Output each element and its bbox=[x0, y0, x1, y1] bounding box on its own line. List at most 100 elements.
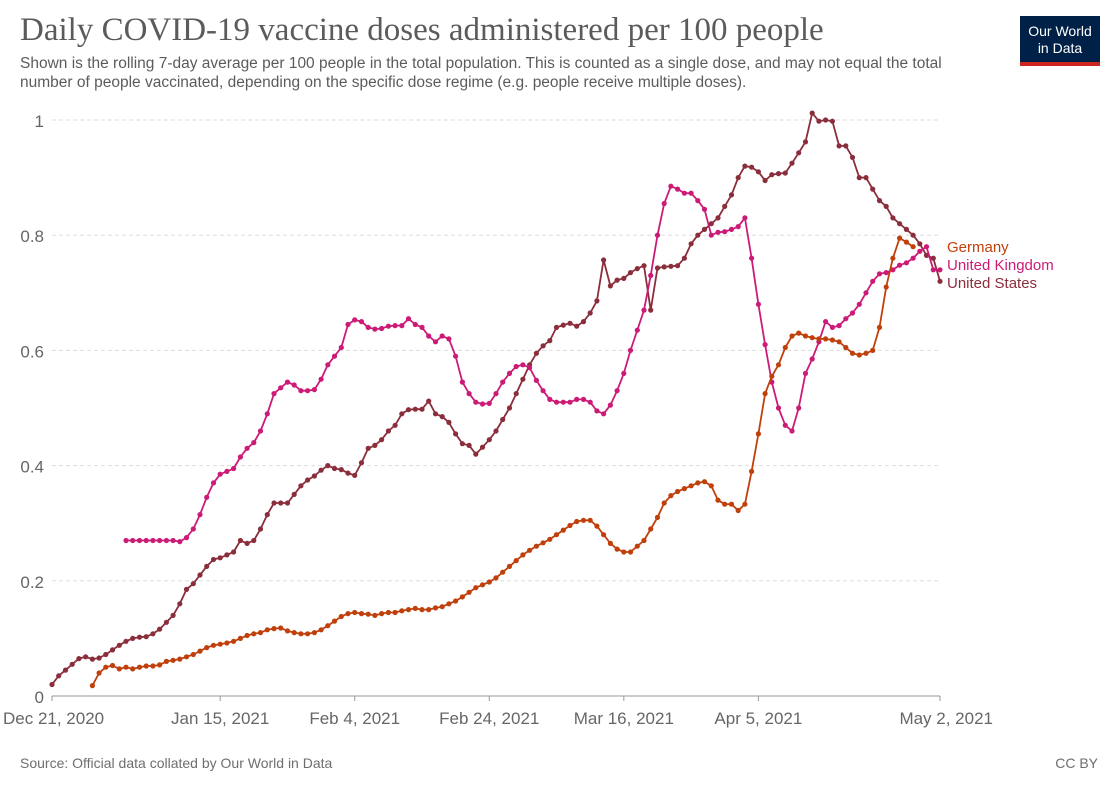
owid-logo[interactable]: Our World in Data bbox=[1020, 16, 1100, 66]
data-point-united-states bbox=[587, 310, 593, 316]
data-point-germany bbox=[695, 480, 701, 486]
data-point-united-kingdom bbox=[405, 316, 412, 322]
data-point-united-kingdom bbox=[311, 387, 317, 393]
data-point-united-states bbox=[318, 467, 324, 473]
data-point-united-states bbox=[190, 581, 196, 587]
data-point-germany bbox=[823, 336, 829, 342]
data-point-united-states bbox=[668, 263, 674, 269]
license-label[interactable]: CC BY bbox=[1055, 755, 1098, 771]
source-note: Source: Official data collated by Our Wo… bbox=[20, 755, 333, 771]
data-point-united-states bbox=[278, 500, 284, 506]
data-point-united-states bbox=[883, 203, 889, 209]
data-point-united-states bbox=[513, 391, 519, 397]
data-point-united-kingdom bbox=[163, 537, 169, 544]
data-point-germany bbox=[910, 244, 916, 250]
data-point-germany bbox=[863, 350, 869, 356]
data-point-germany bbox=[654, 514, 661, 521]
data-point-united-states bbox=[870, 186, 876, 192]
data-point-united-states bbox=[123, 638, 129, 644]
data-point-united-states bbox=[735, 175, 741, 181]
data-point-united-states bbox=[574, 323, 580, 329]
data-point-united-kingdom bbox=[244, 445, 250, 451]
data-point-united-states bbox=[163, 619, 169, 625]
data-point-united-states bbox=[143, 634, 149, 640]
data-point-united-kingdom bbox=[446, 336, 452, 342]
x-tick-label: Jan 15, 2021 bbox=[171, 709, 269, 728]
data-point-united-kingdom bbox=[264, 411, 270, 417]
x-tick-label: Feb 4, 2021 bbox=[309, 709, 400, 728]
data-point-united-states bbox=[688, 241, 694, 247]
data-point-united-kingdom bbox=[432, 339, 439, 345]
data-point-united-kingdom bbox=[379, 325, 385, 332]
y-tick-label: 0.6 bbox=[20, 342, 44, 361]
series-line-united-states bbox=[51, 112, 941, 686]
data-point-germany bbox=[897, 235, 903, 241]
data-point-germany bbox=[89, 683, 95, 689]
data-point-germany bbox=[809, 335, 815, 341]
data-point-united-kingdom bbox=[237, 454, 243, 460]
data-point-germany bbox=[607, 540, 614, 547]
data-point-united-states bbox=[775, 171, 782, 177]
data-point-united-kingdom bbox=[197, 511, 203, 518]
data-point-united-kingdom bbox=[217, 471, 223, 477]
data-point-germany bbox=[802, 333, 809, 339]
data-point-united-states bbox=[661, 264, 667, 270]
data-point-united-states bbox=[271, 500, 277, 506]
data-point-united-kingdom bbox=[365, 324, 371, 330]
data-point-germany bbox=[352, 609, 358, 616]
data-point-united-states bbox=[237, 537, 243, 544]
data-point-germany bbox=[789, 333, 795, 339]
data-point-germany bbox=[843, 344, 849, 351]
data-point-united-states bbox=[816, 118, 822, 124]
data-point-united-states bbox=[412, 406, 418, 412]
data-point-germany bbox=[204, 645, 210, 651]
data-point-united-kingdom bbox=[426, 333, 432, 339]
data-point-united-states bbox=[742, 163, 748, 169]
data-point-united-kingdom bbox=[372, 326, 378, 332]
data-point-united-kingdom bbox=[849, 310, 856, 316]
data-point-germany bbox=[775, 362, 782, 368]
data-point-united-kingdom bbox=[621, 370, 627, 376]
data-point-united-states bbox=[930, 255, 936, 261]
data-point-united-kingdom bbox=[298, 388, 304, 394]
data-point-united-kingdom bbox=[897, 262, 903, 268]
data-point-united-states bbox=[399, 411, 405, 417]
data-point-united-states bbox=[863, 175, 869, 181]
data-point-united-kingdom bbox=[681, 190, 688, 196]
data-point-united-states bbox=[49, 681, 55, 688]
data-point-united-kingdom bbox=[910, 255, 916, 261]
data-point-germany bbox=[298, 631, 304, 637]
data-point-united-states bbox=[446, 419, 452, 425]
data-point-germany bbox=[580, 517, 587, 523]
data-point-germany bbox=[500, 569, 506, 575]
data-point-united-states bbox=[782, 170, 788, 176]
x-tick-label: Apr 5, 2021 bbox=[714, 709, 802, 728]
data-point-united-states bbox=[762, 177, 768, 184]
data-point-germany bbox=[601, 532, 607, 538]
data-point-germany bbox=[903, 239, 910, 245]
data-point-united-states bbox=[836, 143, 842, 149]
data-point-united-kingdom bbox=[123, 537, 129, 544]
data-point-united-states bbox=[331, 465, 338, 472]
data-point-united-states bbox=[305, 477, 311, 483]
data-point-germany bbox=[614, 546, 620, 552]
data-point-united-states bbox=[311, 473, 317, 479]
data-point-germany bbox=[479, 582, 486, 588]
logo-line-1: Our World bbox=[1028, 23, 1092, 39]
data-point-united-kingdom bbox=[567, 399, 573, 405]
data-point-united-states bbox=[486, 437, 492, 443]
data-point-united-states bbox=[426, 398, 432, 404]
data-point-united-states bbox=[197, 572, 203, 578]
chart-subtitle: Shown is the rolling 7-day average per 1… bbox=[20, 55, 942, 91]
data-point-united-states bbox=[466, 442, 472, 448]
data-point-united-states bbox=[755, 169, 762, 175]
data-point-united-states bbox=[419, 406, 425, 412]
data-point-united-states bbox=[116, 642, 122, 648]
data-point-united-kingdom bbox=[305, 388, 311, 394]
data-point-united-states bbox=[903, 226, 910, 232]
data-point-united-kingdom bbox=[284, 379, 291, 385]
data-point-united-states bbox=[594, 298, 600, 304]
data-point-united-states bbox=[89, 656, 95, 662]
data-point-germany bbox=[627, 549, 634, 555]
data-point-germany bbox=[769, 373, 775, 379]
